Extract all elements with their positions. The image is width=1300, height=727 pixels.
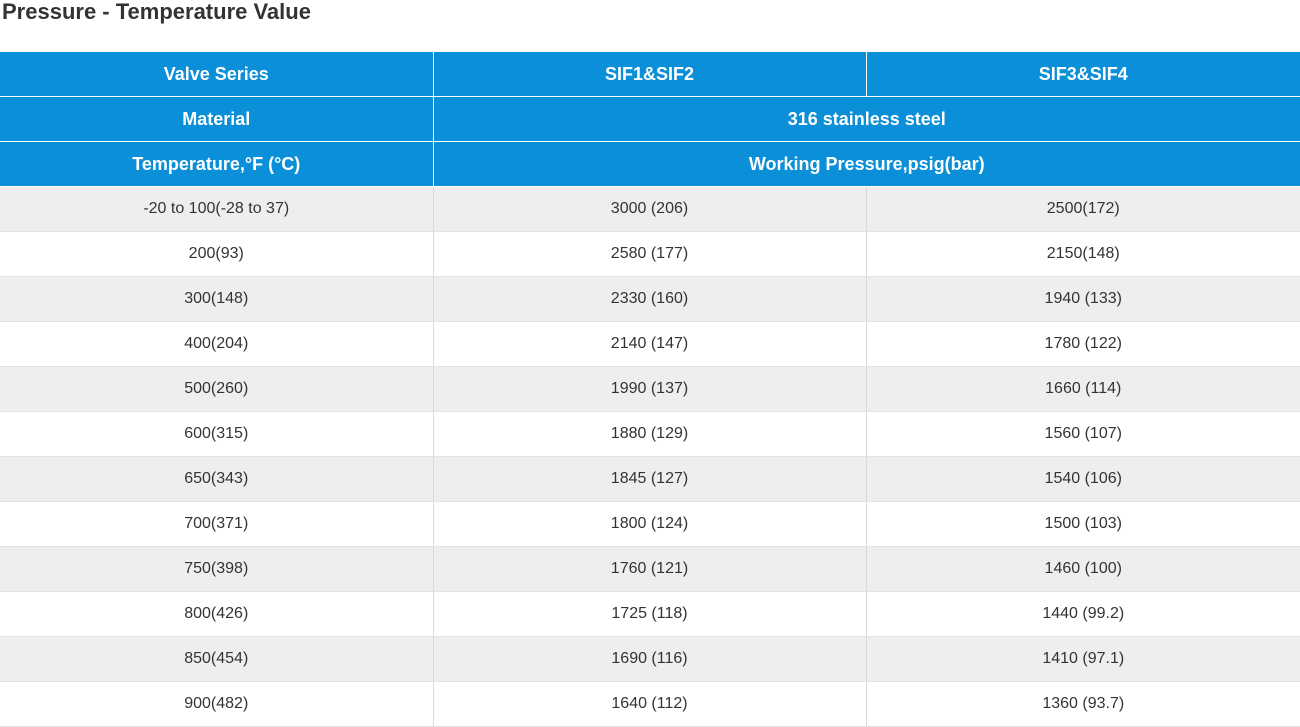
table-row: 200(93) 2580 (177) 2150(148)	[0, 231, 1300, 277]
sif1-sif2-pressure-cell: 2140 (147)	[433, 321, 867, 367]
temperature-cell: -20 to 100(-28 to 37)	[0, 186, 434, 232]
sif3-sif4-pressure-cell: 1360 (93.7)	[866, 681, 1300, 727]
temperature-label: Temperature,°F (°C)	[0, 141, 434, 187]
table-row: 300(148) 2330 (160) 1940 (133)	[0, 276, 1300, 322]
sif3-sif4-pressure-cell: 1780 (122)	[866, 321, 1300, 367]
sif1-sif2-pressure-cell: 2330 (160)	[433, 276, 867, 322]
page-title: Pressure - Temperature Value	[2, 0, 311, 24]
temperature-cell: 850(454)	[0, 636, 434, 682]
table-row: -20 to 100(-28 to 37) 3000 (206) 2500(17…	[0, 186, 1300, 232]
temperature-cell: 600(315)	[0, 411, 434, 457]
sif1-sif2-pressure-cell: 1640 (112)	[433, 681, 867, 727]
sif1-sif2-pressure-cell: 1800 (124)	[433, 501, 867, 547]
sif1-sif2-pressure-cell: 1845 (127)	[433, 456, 867, 502]
sif3-sif4-pressure-cell: 2500(172)	[866, 186, 1300, 232]
table-header: Valve Series SIF1&SIF2 SIF3&SIF4 Materia…	[0, 52, 1300, 187]
temperature-cell: 500(260)	[0, 366, 434, 412]
series-sif3-sif4: SIF3&SIF4	[866, 52, 1300, 97]
material-value: 316 stainless steel	[433, 96, 1300, 142]
header-row-material: Material 316 stainless steel	[0, 96, 1300, 142]
header-row-valve-series: Valve Series SIF1&SIF2 SIF3&SIF4	[0, 52, 1300, 97]
sif1-sif2-pressure-cell: 2580 (177)	[433, 231, 867, 277]
sif3-sif4-pressure-cell: 1660 (114)	[866, 366, 1300, 412]
temperature-cell: 200(93)	[0, 231, 434, 277]
working-pressure-label: Working Pressure,psig(bar)	[433, 141, 1300, 187]
temperature-cell: 800(426)	[0, 591, 434, 637]
table-row: 650(343) 1845 (127) 1540 (106)	[0, 456, 1300, 502]
table-body: -20 to 100(-28 to 37) 3000 (206) 2500(17…	[0, 186, 1300, 727]
sif3-sif4-pressure-cell: 1410 (97.1)	[866, 636, 1300, 682]
temperature-cell: 900(482)	[0, 681, 434, 727]
temperature-cell: 650(343)	[0, 456, 434, 502]
temperature-cell: 400(204)	[0, 321, 434, 367]
sif1-sif2-pressure-cell: 1690 (116)	[433, 636, 867, 682]
temperature-cell: 300(148)	[0, 276, 434, 322]
table-row: 800(426) 1725 (118) 1440 (99.2)	[0, 591, 1300, 637]
pressure-temperature-table: Valve Series SIF1&SIF2 SIF3&SIF4 Materia…	[0, 52, 1300, 727]
table-row: 400(204) 2140 (147) 1780 (122)	[0, 321, 1300, 367]
header-row-temperature: Temperature,°F (°C) Working Pressure,psi…	[0, 141, 1300, 187]
valve-series-label: Valve Series	[0, 52, 434, 97]
table-row: 750(398) 1760 (121) 1460 (100)	[0, 546, 1300, 592]
sif1-sif2-pressure-cell: 1760 (121)	[433, 546, 867, 592]
table-row: 850(454) 1690 (116) 1410 (97.1)	[0, 636, 1300, 682]
table-row: 900(482) 1640 (112) 1360 (93.7)	[0, 681, 1300, 727]
sif3-sif4-pressure-cell: 1440 (99.2)	[866, 591, 1300, 637]
temperature-cell: 750(398)	[0, 546, 434, 592]
sif3-sif4-pressure-cell: 2150(148)	[866, 231, 1300, 277]
sif3-sif4-pressure-cell: 1560 (107)	[866, 411, 1300, 457]
sif1-sif2-pressure-cell: 1880 (129)	[433, 411, 867, 457]
sif3-sif4-pressure-cell: 1540 (106)	[866, 456, 1300, 502]
sif3-sif4-pressure-cell: 1460 (100)	[866, 546, 1300, 592]
sif1-sif2-pressure-cell: 3000 (206)	[433, 186, 867, 232]
series-sif1-sif2: SIF1&SIF2	[433, 52, 867, 97]
temperature-cell: 700(371)	[0, 501, 434, 547]
table-row: 600(315) 1880 (129) 1560 (107)	[0, 411, 1300, 457]
sif1-sif2-pressure-cell: 1990 (137)	[433, 366, 867, 412]
material-label: Material	[0, 96, 434, 142]
table-row: 500(260) 1990 (137) 1660 (114)	[0, 366, 1300, 412]
sif3-sif4-pressure-cell: 1940 (133)	[866, 276, 1300, 322]
table-row: 700(371) 1800 (124) 1500 (103)	[0, 501, 1300, 547]
sif1-sif2-pressure-cell: 1725 (118)	[433, 591, 867, 637]
sif3-sif4-pressure-cell: 1500 (103)	[866, 501, 1300, 547]
